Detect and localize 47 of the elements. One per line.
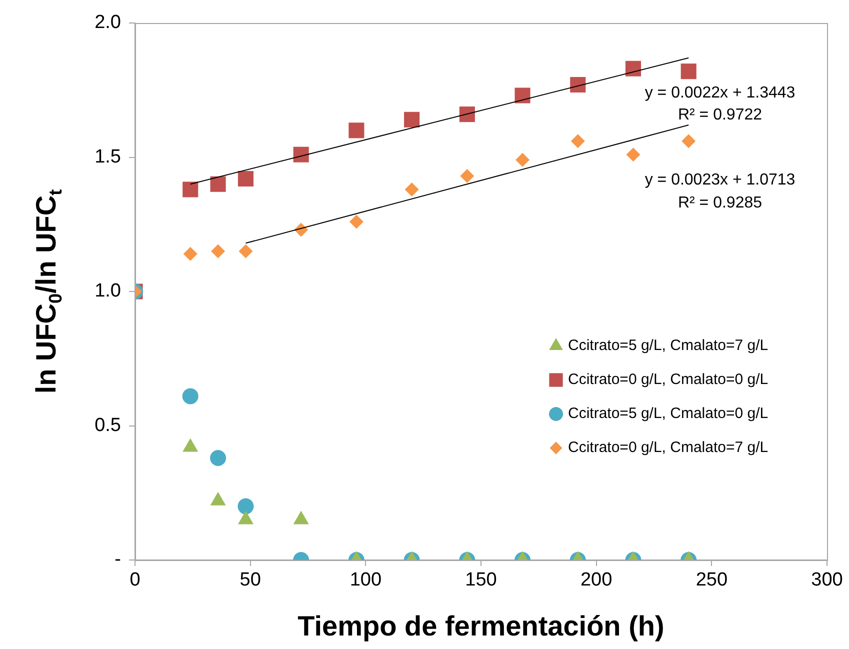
x-tick-label: 200 bbox=[580, 570, 612, 591]
point bbox=[404, 182, 419, 196]
y-axis-title: ln UFC0/ln UFCt bbox=[30, 189, 66, 394]
legend-label: Ccitrato=0 g/L, Cmalato=7 g/L bbox=[568, 439, 768, 456]
point bbox=[625, 60, 642, 76]
point bbox=[459, 106, 475, 122]
annotation: y = 0.0022x + 1.3443 bbox=[644, 84, 796, 102]
point bbox=[238, 510, 254, 524]
x-tick-label: 250 bbox=[696, 570, 728, 591]
point bbox=[293, 146, 309, 162]
annotation: y = 0.0023x + 1.0713 bbox=[644, 171, 796, 188]
y-tick-label: 1.0 bbox=[94, 280, 121, 302]
point bbox=[238, 244, 253, 258]
point bbox=[210, 176, 226, 192]
y-tick-label: 2.0 bbox=[94, 12, 121, 34]
x-tick-label: 50 bbox=[240, 570, 261, 591]
point bbox=[460, 169, 474, 184]
point bbox=[514, 88, 530, 104]
point bbox=[183, 246, 198, 261]
point bbox=[238, 170, 254, 187]
legend-label: Ccitrato=5 g/L, Cmalato=0 g/L bbox=[568, 405, 768, 422]
point bbox=[182, 438, 198, 452]
x-tick-label: 300 bbox=[811, 570, 843, 591]
point bbox=[570, 76, 586, 93]
annotation: R² = 0.9285 bbox=[678, 194, 762, 212]
point bbox=[348, 122, 364, 138]
legend-label: Ccitrato=0 g/L, Cmalato=0 g/L bbox=[568, 371, 768, 388]
x-axis-title: Tiempo de fermentación (h) bbox=[298, 610, 664, 642]
x-tick-label: 100 bbox=[350, 570, 382, 591]
point bbox=[293, 510, 309, 524]
point bbox=[349, 214, 364, 229]
point bbox=[682, 134, 696, 148]
point bbox=[680, 64, 696, 80]
point bbox=[404, 112, 420, 128]
point bbox=[626, 148, 640, 162]
point bbox=[210, 492, 226, 506]
point bbox=[211, 244, 226, 258]
x-tick-label: 0 bbox=[130, 570, 140, 591]
annotation: R² = 0.9722 bbox=[678, 106, 762, 124]
y-tick-label: 0.5 bbox=[94, 414, 121, 436]
y-tick-label: - bbox=[114, 549, 121, 570]
x-tick-label: 150 bbox=[465, 570, 497, 591]
y-tick-label: 1.5 bbox=[94, 146, 121, 168]
legend-label: Ccitrato=5 g/L, Cmalato=7 g/L bbox=[568, 337, 768, 354]
point bbox=[182, 182, 198, 198]
point bbox=[516, 152, 530, 167]
point bbox=[570, 134, 585, 148]
